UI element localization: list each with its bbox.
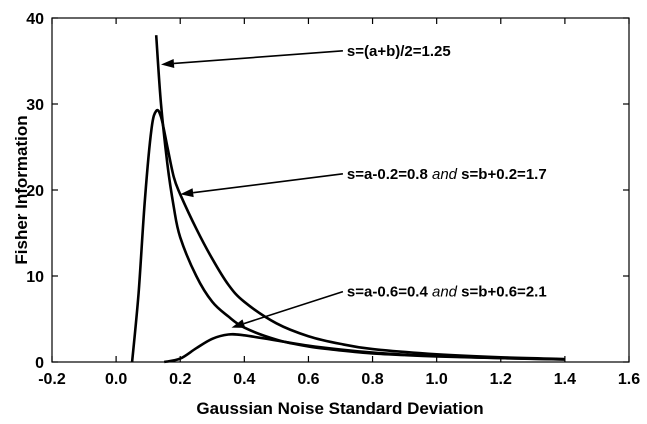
y-tick-label: 0 bbox=[35, 355, 44, 372]
annotation-label-1: s=(a+b)/2=1.25 bbox=[347, 43, 451, 60]
x-tick-label: 0.2 bbox=[169, 371, 191, 388]
x-axis-label: Gaussian Noise Standard Deviation bbox=[196, 399, 483, 418]
x-tick-label: 1.4 bbox=[554, 371, 576, 388]
x-tick-label: 1.6 bbox=[618, 371, 640, 388]
curves bbox=[130, 35, 565, 364]
x-tick-label: 1.2 bbox=[490, 371, 512, 388]
x-tick-label: 0.6 bbox=[297, 371, 319, 388]
annotation-arrow-head-2 bbox=[180, 188, 194, 198]
plot-frame bbox=[51, 17, 630, 363]
annotation-arrow-line-1 bbox=[173, 50, 343, 65]
y-tick-labels: 0 10 20 30 40 bbox=[26, 11, 44, 372]
annotation-arrow-head-3 bbox=[231, 319, 246, 328]
annotation-text: s=b+0.2=1.7 bbox=[457, 166, 547, 183]
curve-2 bbox=[130, 108, 565, 363]
annotation-text: s=a-0.2=0.8 bbox=[347, 166, 432, 183]
y-tick-label: 30 bbox=[26, 97, 44, 114]
annotation-arrow-head-1 bbox=[160, 58, 175, 68]
annotation-text: s=b+0.6=2.1 bbox=[457, 284, 547, 301]
x-tick-label: 0.0 bbox=[105, 371, 127, 388]
annotation-italic-text: and bbox=[432, 166, 458, 183]
tick-marks bbox=[51, 17, 630, 363]
annotation-label-2: s=a-0.2=0.8 and s=b+0.2=1.7 bbox=[347, 166, 547, 183]
curve-3 bbox=[163, 332, 565, 364]
x-tick-labels: -0.2 0.0 0.2 0.4 0.6 0.8 1.0 1.2 1.4 1.6 bbox=[38, 371, 640, 388]
x-tick-label: 0.4 bbox=[233, 371, 255, 388]
annotation-arrow-line-2 bbox=[193, 173, 344, 194]
curve-1 bbox=[154, 35, 565, 361]
annotation-italic-text: and bbox=[432, 284, 458, 301]
x-tick-label: 0.8 bbox=[361, 371, 383, 388]
x-tick-label: 1.0 bbox=[426, 371, 448, 388]
y-axis-label: Fisher Information bbox=[12, 115, 31, 264]
x-tick-label: -0.2 bbox=[38, 371, 66, 388]
annotation-label-3: s=a-0.6=0.4 and s=b+0.6=2.1 bbox=[347, 284, 547, 301]
y-tick-label: 10 bbox=[26, 269, 44, 286]
annotation-arrow-line-3 bbox=[243, 290, 344, 325]
y-tick-label: 40 bbox=[26, 11, 44, 28]
y-tick-label: 20 bbox=[26, 183, 44, 200]
annotation-text: s=a-0.6=0.4 bbox=[347, 284, 432, 301]
annotation-text: s=(a+b)/2=1.25 bbox=[347, 43, 451, 60]
annotations: s=(a+b)/2=1.25 s=a-0.2=0.8 and s=b+0.2=1.… bbox=[160, 43, 547, 328]
